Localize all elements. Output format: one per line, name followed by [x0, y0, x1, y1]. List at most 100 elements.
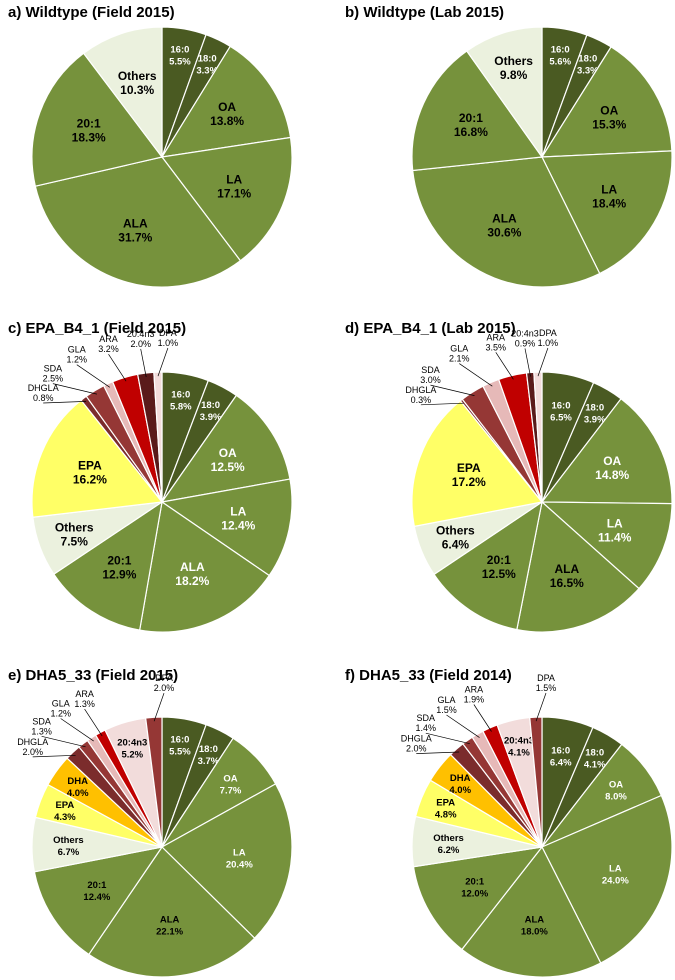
- slice-label-value: 9.8%: [500, 68, 528, 82]
- pie-slice-oa: [540, 46, 673, 158]
- slice-label-name: 20:4n3: [504, 736, 534, 747]
- slice-label-name: 18:0: [578, 54, 597, 65]
- slice-label-name: 20:4n3: [117, 737, 147, 748]
- pie-slice-oa: [160, 45, 292, 158]
- slice-label-value: 3.0%: [420, 375, 441, 385]
- slice-label-value: 31.7%: [118, 230, 152, 244]
- pie-slice-ala: [87, 846, 256, 978]
- pie-slice-others: [465, 26, 543, 159]
- slice-label-name: ALA: [554, 562, 579, 576]
- slice-label-value: 18.4%: [592, 197, 626, 211]
- slice-label-value: 2.0%: [406, 744, 427, 754]
- slice-label-name: 16:0: [170, 735, 189, 746]
- slice-label-name: DPA: [539, 328, 557, 338]
- pie-slice-dpa: [533, 371, 543, 503]
- slice-label-name: 20:1: [87, 880, 107, 891]
- slice-label-value: 24.0%: [602, 876, 629, 887]
- panel-title: e) DHA5_33 (Field 2015): [8, 667, 178, 684]
- slice-label-name: 16:0: [551, 45, 570, 56]
- slice-label-name: 20:4n3: [127, 329, 155, 339]
- slice-label-value: 4.8%: [435, 810, 457, 821]
- pie-slice-dpa: [529, 716, 543, 848]
- slice-label-name: 18:0: [199, 744, 218, 755]
- slice-label-value: 4.0%: [67, 788, 89, 799]
- pie-panel-c: c) EPA_B4_1 (Field 2015) 16:05.8% 18:03.9%…: [8, 320, 293, 633]
- pie-slice-20-1: [411, 50, 544, 172]
- slice-label-name: Others: [53, 835, 84, 846]
- slice-label-value: 17.2%: [452, 475, 486, 489]
- slice-label-value: 5.5%: [169, 57, 191, 68]
- pie-slice-la: [161, 783, 293, 940]
- slice-label-name: GLA: [52, 699, 70, 709]
- slice-label-value: 17.1%: [217, 186, 251, 200]
- slice-label-value: 1.4%: [416, 723, 437, 733]
- slice-label-value: 7.7%: [220, 785, 242, 796]
- leader-line: [43, 401, 87, 404]
- slice-label-name: 20:1: [465, 876, 485, 887]
- slice-label-value: 1.3%: [31, 726, 52, 736]
- pie-slice-20-1: [412, 846, 544, 951]
- slice-label-name: DHA: [450, 773, 471, 784]
- slice-label-value: 1.0%: [158, 338, 179, 348]
- slice-label-value: 6.4%: [442, 538, 470, 552]
- slice-label-value: 30.6%: [487, 225, 521, 239]
- slice-label-value: 5.6%: [549, 57, 571, 68]
- slice-label-name: GLA: [68, 345, 86, 355]
- slice-label-name: DPA: [537, 673, 555, 683]
- slice-label-name: OA: [218, 100, 236, 114]
- slice-label-value: 3.9%: [584, 414, 606, 425]
- slice-label-value: 6.7%: [58, 847, 80, 858]
- slice-label-name: ARA: [75, 689, 94, 699]
- slice-label-name: 16:0: [551, 400, 570, 411]
- leader-line: [459, 363, 493, 387]
- leader-line: [153, 692, 165, 722]
- slice-label-value: 5.8%: [170, 402, 192, 413]
- leader-line: [420, 402, 464, 406]
- slice-label-value: 6.5%: [550, 412, 572, 423]
- slice-label-value: 5.5%: [169, 747, 191, 758]
- slice-label-value: 18.2%: [175, 574, 209, 588]
- slice-label-value: 3.3%: [196, 65, 218, 76]
- slice-label-name: LA: [233, 848, 246, 859]
- slice-label-name: OA: [600, 104, 618, 118]
- slice-label-value: 12.5%: [211, 460, 245, 474]
- slice-label-value: 6.4%: [550, 757, 572, 768]
- slice-label-name: 20:1: [459, 111, 483, 125]
- pie-slice-dpa: [153, 371, 163, 503]
- pie-slice-la: [541, 794, 673, 964]
- slice-label-name: OA: [223, 773, 237, 784]
- slice-label-value: 1.2%: [50, 709, 71, 719]
- pie-slice-epa: [411, 399, 544, 528]
- slice-label-name: ALA: [160, 915, 180, 926]
- pie-panel-a: a) Wildtype (Field 2015) 16:05.5% 18:03.3%…: [8, 4, 293, 288]
- pie-slice-20-1: [33, 846, 164, 956]
- leader-line: [157, 347, 169, 377]
- slice-label-name: EPA: [436, 798, 455, 809]
- slice-label-value: 4.3%: [54, 812, 76, 823]
- leader-line: [446, 714, 480, 738]
- slice-label-name: EPA: [78, 458, 102, 472]
- slice-label-value: 16.8%: [454, 125, 488, 139]
- slice-label-name: SDA: [32, 716, 51, 726]
- pie-slice-20-1: [433, 500, 543, 631]
- slice-label-value: 12.9%: [102, 567, 136, 581]
- slice-label-name: LA: [226, 172, 242, 186]
- leader-line: [537, 347, 549, 377]
- slice-label-name: Others: [433, 833, 464, 844]
- slice-label-value: 12.4%: [221, 518, 255, 532]
- slice-label-name: GLA: [450, 344, 468, 354]
- leader-line: [473, 704, 492, 732]
- leader-line: [524, 348, 531, 377]
- pie-slice-ala: [138, 500, 271, 633]
- slice-label-name: 20:1: [77, 116, 101, 130]
- leader-line: [60, 718, 94, 742]
- slice-label-name: 16:0: [171, 390, 190, 401]
- slice-label-value: 3.7%: [198, 756, 220, 767]
- slice-label-name: LA: [607, 516, 623, 530]
- slice-label-name: ALA: [180, 560, 205, 574]
- slice-label-name: SDA: [44, 364, 63, 374]
- leader-line: [425, 732, 470, 745]
- slice-label-value: 12.0%: [461, 888, 488, 899]
- slice-label-name: Others: [55, 520, 94, 534]
- slice-label-name: DHGLA: [28, 383, 59, 393]
